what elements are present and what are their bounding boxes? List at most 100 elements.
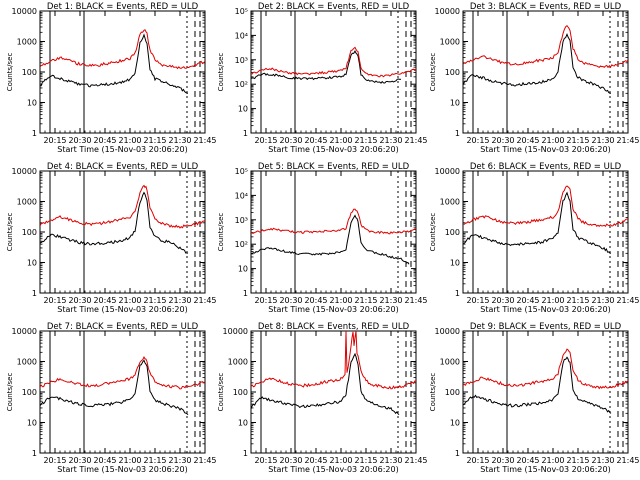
y-tick-label: 10² (235, 80, 248, 89)
x-axis-label: Start Time (15-Nov-03 20:06:20) (268, 305, 398, 314)
x-axis-label: Start Time (15-Nov-03 20:06:20) (57, 305, 187, 314)
plot-frame (462, 330, 629, 454)
x-tick-label: 20:45 (93, 136, 116, 145)
y-axis-label: Counts/sec (429, 53, 437, 92)
x-tick-label: 21:45 (404, 456, 427, 465)
y-tick-label: 1000 (440, 358, 460, 367)
x-tick-label: 20:30 (68, 136, 91, 145)
y-tick-label: 100 (445, 68, 460, 77)
panel-title: Det 8: BLACK = Events, RED = ULD (258, 322, 410, 332)
x-tick-label: 21:00 (329, 296, 352, 305)
y-tick-label: 1 (32, 289, 37, 298)
plot-frame (39, 330, 206, 454)
panel-title: Det 2: BLACK = Events, RED = ULD (258, 2, 410, 12)
x-tick-label: 21:00 (118, 296, 141, 305)
series-events-line (463, 32, 611, 94)
y-tick-label: 10 (27, 419, 37, 428)
series-events-line (463, 356, 612, 414)
x-tick-label: 21:15 (143, 136, 166, 145)
x-tick-label: 21:15 (354, 136, 377, 145)
series-events-line (251, 214, 410, 265)
y-tick-label: 10 (450, 259, 460, 268)
series-uld-line (463, 24, 628, 69)
x-axis-label: Start Time (15-Nov-03 20:06:20) (57, 145, 187, 154)
x-tick-label: 21:30 (379, 456, 402, 465)
plot-frame (250, 10, 417, 134)
y-tick-label: 1000 (17, 198, 37, 207)
x-tick-label: 20:45 (516, 296, 539, 305)
series-events-line (251, 50, 402, 84)
y-tick-label: 100 (22, 388, 37, 397)
series-uld-line (251, 46, 416, 78)
x-tick-label: 21:00 (118, 456, 141, 465)
x-tick-label: 20:15 (254, 296, 277, 305)
series-uld-line (251, 331, 416, 390)
y-axis-label: Counts/sec (217, 213, 225, 252)
x-axis-label: Start Time (15-Nov-03 20:06:20) (480, 305, 610, 314)
x-tick-label: 21:30 (168, 136, 191, 145)
series-uld-line (40, 184, 205, 229)
panel-det-7: 1 10 100 1000 10000 20:15 20:30 20:45 21:00 21:15… (6, 322, 217, 474)
y-tick-label: 10000 (12, 327, 37, 336)
x-tick-label: 20:15 (43, 456, 66, 465)
x-tick-label: 21:15 (354, 296, 377, 305)
x-tick-label: 21:30 (379, 296, 402, 305)
panel-title: Det 1: BLACK = Events, RED = ULD (47, 2, 199, 12)
y-tick-label: 10⁵ (235, 167, 248, 176)
series-events-line (40, 191, 189, 254)
series-events-line (40, 359, 189, 416)
x-tick-label: 20:30 (68, 456, 91, 465)
x-tick-label: 20:15 (43, 136, 66, 145)
series-events-line (251, 352, 400, 416)
y-tick-label: 10000 (435, 167, 460, 176)
x-tick-label: 20:30 (279, 456, 302, 465)
x-tick-label: 20:15 (466, 296, 489, 305)
y-tick-label: 1 (243, 289, 248, 298)
series-events-line (463, 191, 612, 254)
x-tick-label: 20:15 (254, 456, 277, 465)
y-axis-label: Counts/sec (217, 53, 225, 92)
x-tick-label: 21:00 (541, 296, 564, 305)
panel-det-2: 1 10 10² 10³ 10⁴ 10⁵ 20:15 20:30 20:45 21:00 21:15… (217, 2, 428, 154)
y-tick-label: 100 (445, 228, 460, 237)
y-tick-label: 100 (22, 228, 37, 237)
panel-title: Det 5: BLACK = Events, RED = ULD (258, 162, 410, 172)
y-axis-label: Counts/sec (217, 373, 225, 412)
y-tick-label: 1 (243, 129, 248, 138)
x-tick-label: 20:30 (491, 296, 514, 305)
x-tick-label: 21:15 (566, 456, 589, 465)
y-tick-label: 10000 (12, 7, 37, 16)
x-tick-label: 20:15 (254, 136, 277, 145)
y-tick-label: 10³ (235, 56, 248, 65)
x-tick-label: 21:30 (168, 296, 191, 305)
y-tick-label: 100 (233, 388, 248, 397)
x-tick-label: 21:45 (404, 296, 427, 305)
x-tick-label: 20:30 (279, 136, 302, 145)
y-tick-label: 10² (235, 240, 248, 249)
y-axis-label: Counts/sec (429, 213, 437, 252)
series-uld-line (40, 356, 205, 390)
x-tick-label: 21:45 (404, 136, 427, 145)
x-tick-label: 21:15 (354, 456, 377, 465)
x-axis-label: Start Time (15-Nov-03 20:06:20) (480, 145, 610, 154)
x-tick-label: 21:15 (143, 456, 166, 465)
x-tick-label: 21:15 (566, 136, 589, 145)
y-tick-label: 1 (32, 129, 37, 138)
x-tick-label: 20:45 (304, 456, 327, 465)
y-tick-label: 100 (22, 68, 37, 77)
panel-det-1: 1 10 100 1000 10000 20:15 20:30 20:45 21:00 21:15… (6, 2, 217, 154)
y-tick-label: 1000 (17, 358, 37, 367)
panel-det-5: 1 10 10² 10³ 10⁴ 10⁵ 20:15 20:30 20:45 21:00 21:15… (217, 162, 428, 314)
panel-det-9: 1 10 100 1000 10000 20:15 20:30 20:45 21:00 21:15… (429, 322, 640, 474)
x-tick-label: 21:15 (566, 296, 589, 305)
y-tick-label: 1 (455, 449, 460, 458)
y-tick-label: 1 (32, 449, 37, 458)
x-tick-label: 20:15 (43, 296, 66, 305)
x-tick-label: 21:45 (616, 456, 639, 465)
x-tick-label: 21:00 (541, 456, 564, 465)
series-events-line (40, 33, 188, 94)
panel-title: Det 4: BLACK = Events, RED = ULD (47, 162, 199, 172)
x-tick-label: 21:00 (329, 136, 352, 145)
y-tick-label: 10 (238, 419, 248, 428)
